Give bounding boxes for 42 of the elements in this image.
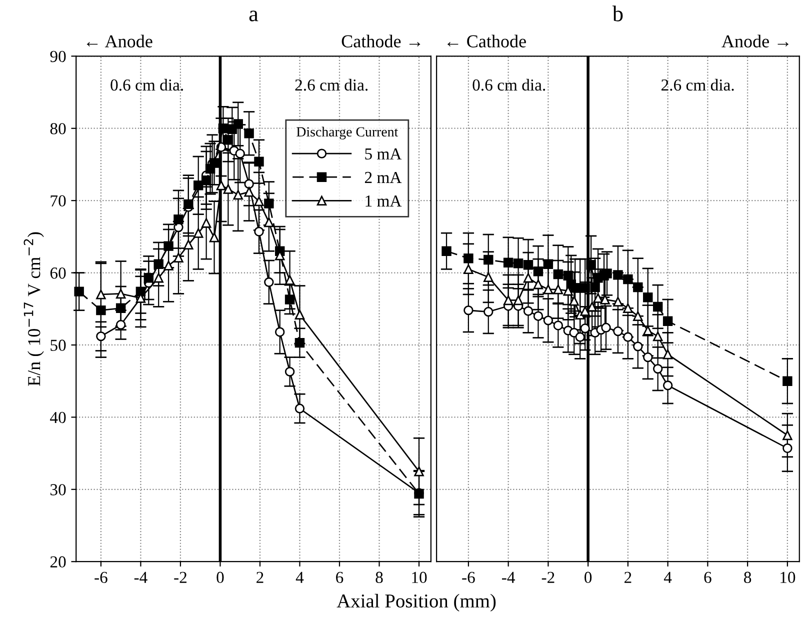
y-axis-title: E/n ( 10$^{−17}$ V cm$^{−2}$): [24, 232, 44, 386]
x-tick-label: 4: [664, 572, 672, 583]
annotation: 0.6 cm dia.: [110, 78, 183, 91]
annotation: 2.6 cm dia.: [295, 78, 368, 91]
x-tick-label: -4: [502, 572, 515, 583]
chart-title: a: [249, 10, 258, 22]
x-tick-label: -2: [542, 572, 554, 583]
text: Anode →: [722, 34, 788, 48]
x-tick-label: -6: [462, 572, 475, 584]
x-tick-label: -2: [174, 572, 186, 583]
text: ← Anode: [86, 34, 152, 48]
x-tick-label: 10: [412, 572, 427, 584]
x-tick-label: -6: [94, 572, 108, 584]
y-tick-label: 70: [50, 195, 66, 207]
x-tick-label: -4: [134, 572, 148, 583]
x-tick-label: 8: [376, 572, 383, 584]
x-tick-label: 6: [336, 572, 344, 584]
x-tick-label: 6: [704, 572, 712, 584]
x-tick-label: 2: [256, 572, 264, 583]
y-tick-label: 30: [50, 484, 66, 496]
chart-title: b: [612, 6, 623, 22]
y-tick-label: 60: [50, 267, 66, 279]
y-tick-label: 20: [50, 556, 66, 568]
x-tick-label: 8: [744, 572, 752, 584]
x-tick-label: 10: [780, 572, 796, 584]
y-tick-label: 80: [50, 123, 66, 134]
legend-label: 1 mA: [366, 195, 402, 206]
legend-label: 5 mA: [365, 148, 402, 160]
text: Cathode →: [342, 34, 420, 48]
y-tick-label: 40: [50, 412, 66, 424]
x-tick-label: 0: [216, 572, 224, 584]
annotation: 0.6 cm dia.: [472, 78, 546, 91]
text: ← Cathode: [447, 34, 526, 48]
legend-title: Discharge Current: [296, 126, 398, 140]
y-tick-label: 90: [50, 50, 66, 62]
x-tick-label: 0: [584, 572, 592, 584]
legend-label: 2 mA: [364, 172, 402, 183]
x-tick-label: 4: [296, 572, 304, 583]
x-tick-label: 2: [624, 572, 632, 583]
annotation: 2.6 cm dia.: [662, 78, 734, 91]
x-axis-title: Axial Position (mm): [336, 594, 496, 612]
y-tick-label: 50: [50, 340, 66, 351]
